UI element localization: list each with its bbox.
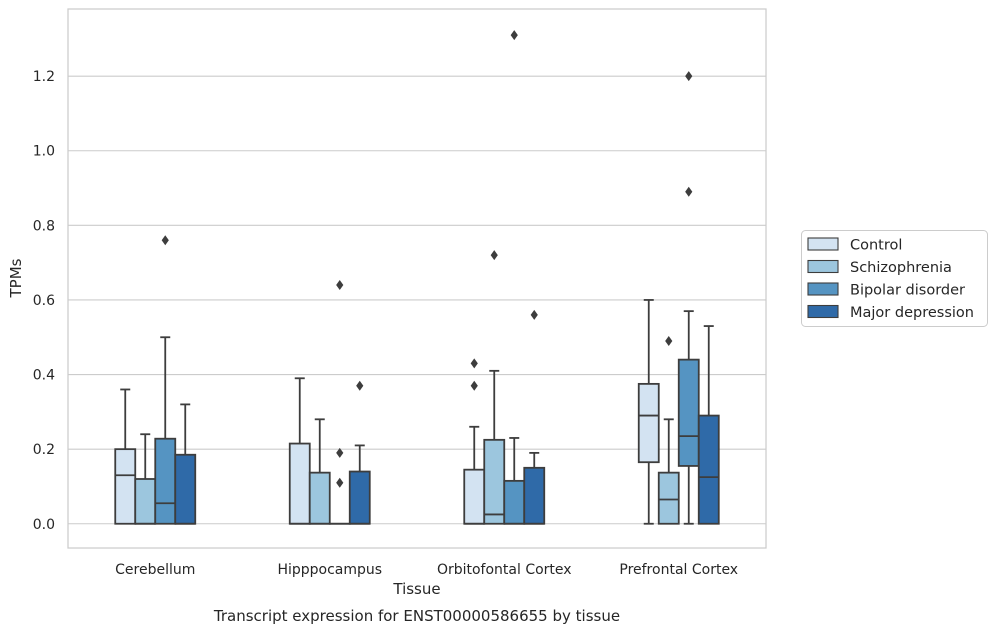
box-2-1 [328,280,351,525]
box-rect [637,382,660,464]
outlier-point [161,235,169,246]
box-rect [503,479,526,525]
box-rect [114,448,137,525]
box-3-2 [523,309,546,525]
y-tick-label: 0.2 [33,442,55,458]
legend: Control Schizophrenia Bipolar disorder Majo… [801,230,988,327]
box-rect [308,471,331,525]
legend-label: Bipolar disorder [850,283,965,299]
box-3-3 [697,325,720,525]
chart-caption: Transcript expression for ENST0000058665… [213,607,620,625]
legend-swatch [807,304,839,319]
outlier-point [356,380,364,391]
legend-label: Control [850,238,902,254]
outlier-point [685,186,693,197]
box-1-3 [657,335,680,525]
y-axis-label: TPMs [7,258,25,298]
outlier-point [685,71,693,82]
outlier-point [336,447,344,458]
box-1-0 [134,433,157,525]
legend-label: Major depression [850,305,974,321]
x-tick-label: Prefrontal Cortex [619,562,738,578]
box-2-0 [154,235,177,525]
outlier-point [665,335,673,346]
box-rect [483,438,506,525]
outlier-point [470,380,478,391]
y-tick-label: 0.0 [33,517,55,533]
outlier-point [470,358,478,369]
outlier-point [530,309,538,320]
legend-label: Schizophrenia [850,260,952,276]
box-rect [523,466,546,525]
y-tick-label: 0.6 [33,293,55,309]
box-rect [677,358,700,467]
box-rect [174,453,197,525]
boxes [114,30,720,525]
x-axis-label: Tissue [392,580,440,598]
outlier-point [336,280,344,291]
box-0-3 [637,299,660,525]
y-tick-labels: 0.0 0.2 0.4 0.6 0.8 1.0 1.2 [33,69,55,533]
box-3-1 [348,380,371,525]
x-tick-labels: Cerebellum Hipppocampus Orbitofontal Corte… [115,562,738,578]
x-tick-label: Hipppocampus [277,562,382,578]
box-rect [657,471,680,525]
box-2-3 [677,71,700,525]
legend-swatch [807,282,839,296]
box-2-2 [503,30,526,525]
box-rect [154,437,177,525]
legend-swatch [807,237,839,251]
y-tick-label: 0.4 [33,368,55,384]
box-1-1 [308,418,331,525]
box-rect [288,442,311,525]
x-tick-label: Cerebellum [115,562,195,578]
box-rect [348,470,371,525]
box-rect [697,414,720,525]
legend-swatch [807,259,839,274]
y-tick-label: 0.8 [33,218,55,234]
outlier-point [510,30,518,41]
outlier-point [490,250,498,261]
y-tick-label: 1.0 [33,144,55,160]
outlier-point [336,477,344,488]
x-tick-label: Orbitofontal Cortex [437,562,572,578]
plot-frame [67,8,767,549]
legend-frame [801,230,988,327]
box-rect [463,468,486,525]
box-rect [134,478,157,525]
y-tick-label: 1.2 [33,69,55,85]
box-0-0 [114,388,137,525]
box-3-0 [174,403,197,525]
